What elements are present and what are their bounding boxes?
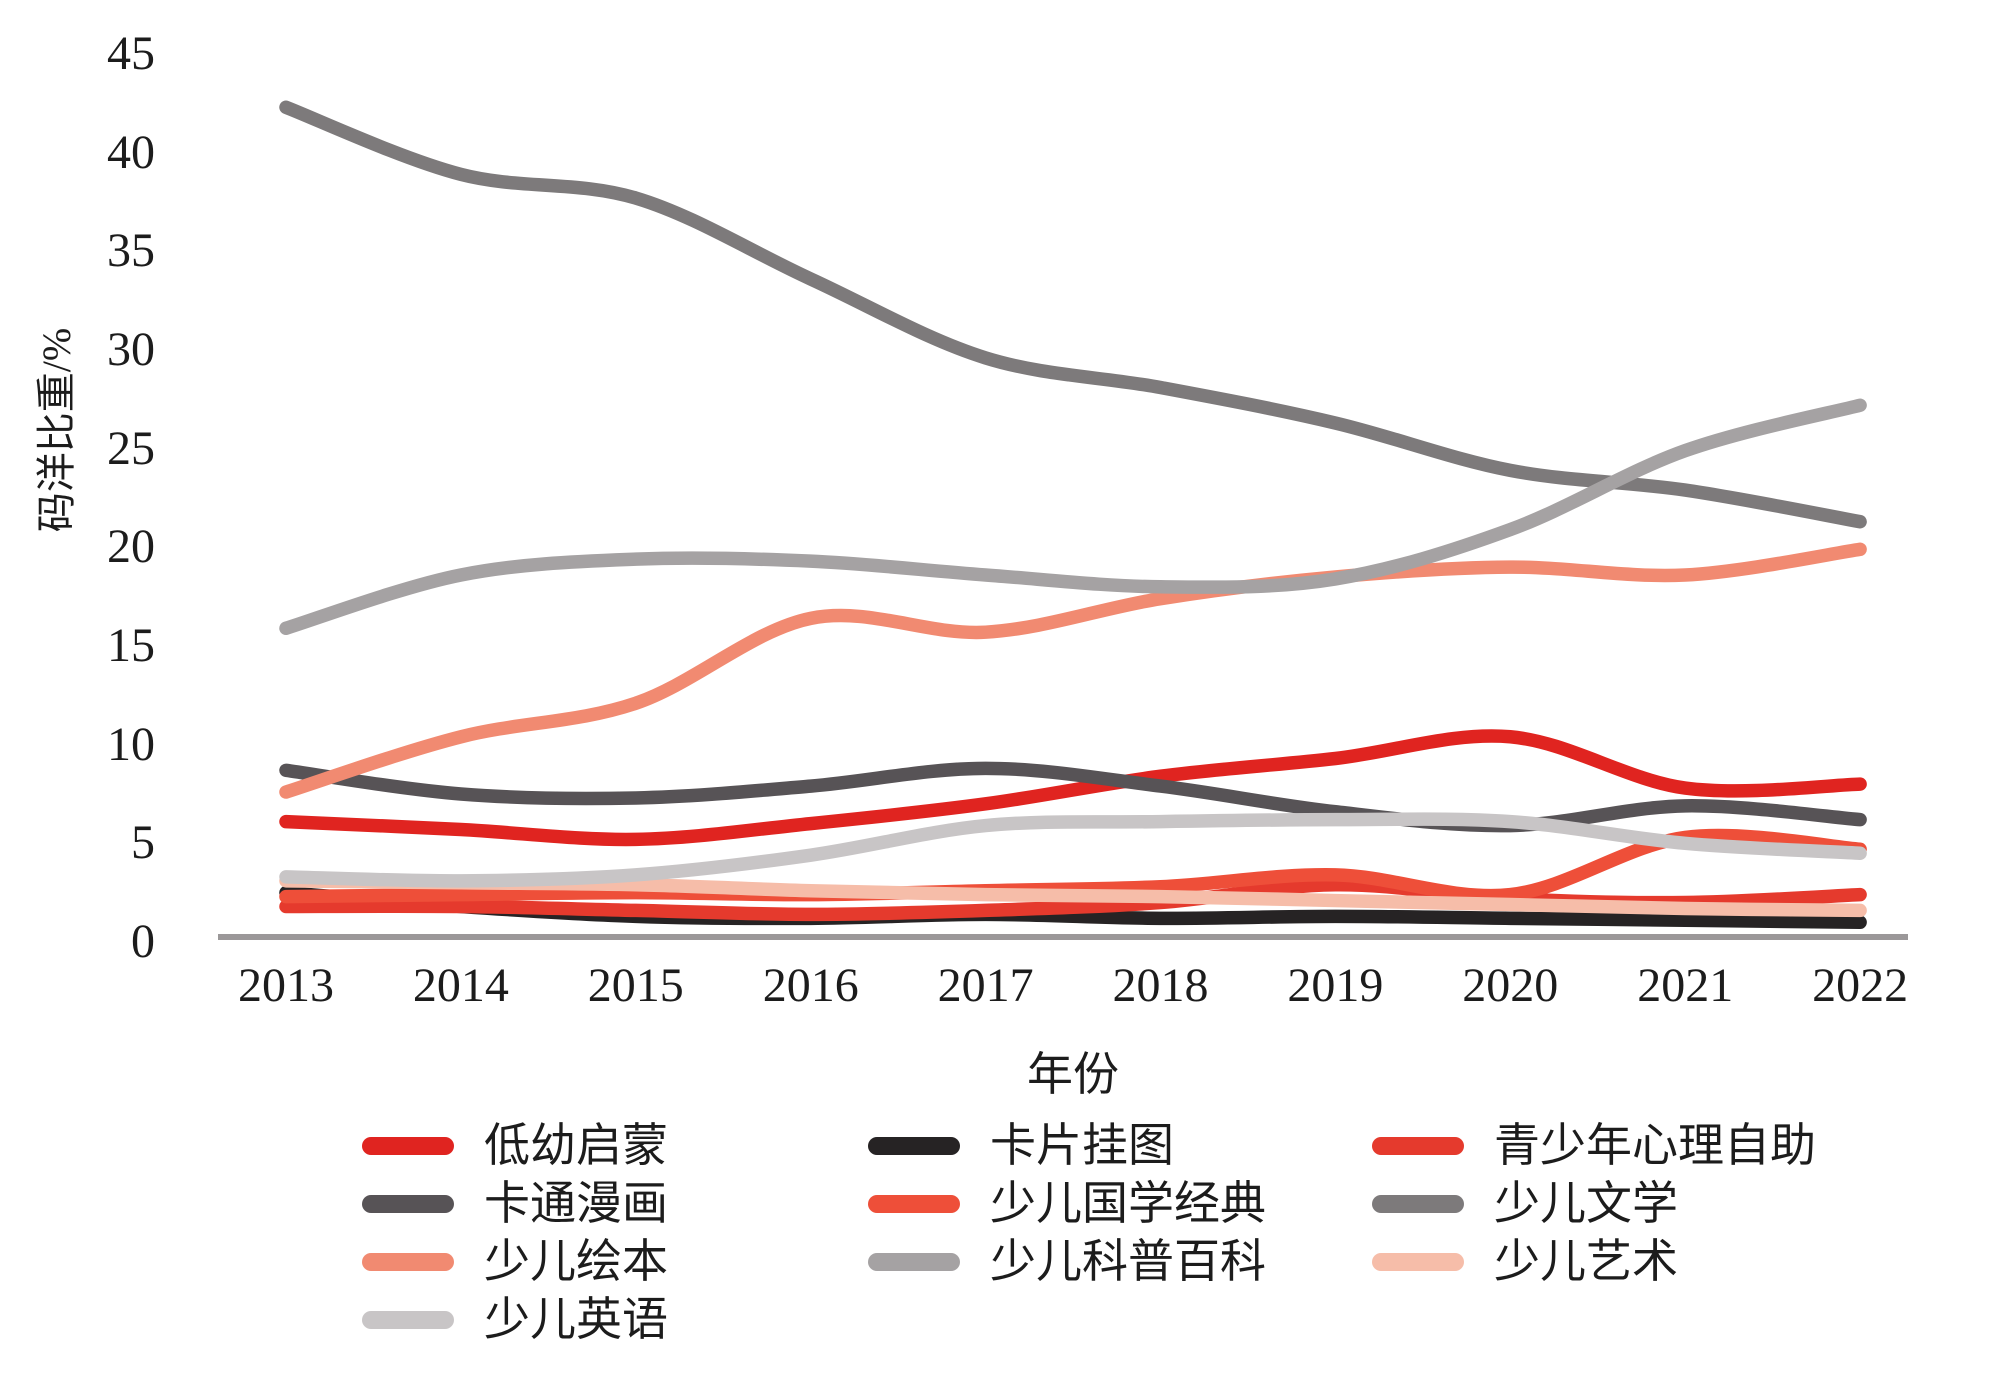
y-tick-label: 0 xyxy=(131,915,155,968)
series-line-少儿绘本 xyxy=(279,542,1867,799)
x-tick-label: 2018 xyxy=(1112,959,1209,1012)
y-tick-label: 5 xyxy=(131,816,155,870)
series-line-少儿科普百科 xyxy=(279,398,1867,635)
y-tick-label: 25 xyxy=(107,421,155,475)
y-tick-label: 20 xyxy=(107,520,155,574)
x-tick-label: 2013 xyxy=(238,959,334,1012)
x-tick-label: 2015 xyxy=(587,959,684,1012)
x-tick-label: 2016 xyxy=(762,959,859,1012)
y-tick-label: 15 xyxy=(107,619,155,672)
x-tick-label: 2021 xyxy=(1637,959,1734,1012)
y-tick-label: 40 xyxy=(107,125,155,179)
x-tick-label: 2022 xyxy=(1812,959,1909,1012)
y-tick-label: 30 xyxy=(107,323,155,376)
series-line-少儿英语 xyxy=(279,812,1867,888)
x-tick-label: 2019 xyxy=(1287,959,1384,1012)
x-tick-label: 2014 xyxy=(412,959,509,1012)
x-tick-label: 2020 xyxy=(1462,959,1559,1012)
x-tick-label: 2017 xyxy=(937,959,1034,1012)
y-tick-label: 35 xyxy=(107,224,155,278)
x-axis-title: 年份 xyxy=(1027,1049,1119,1100)
y-tick-label: 10 xyxy=(107,717,155,771)
series-line-低幼启蒙 xyxy=(279,729,1867,847)
y-tick-label: 45 xyxy=(107,27,155,80)
series-line-卡通漫画 xyxy=(279,761,1867,833)
series-line-少儿文学 xyxy=(279,100,1867,529)
